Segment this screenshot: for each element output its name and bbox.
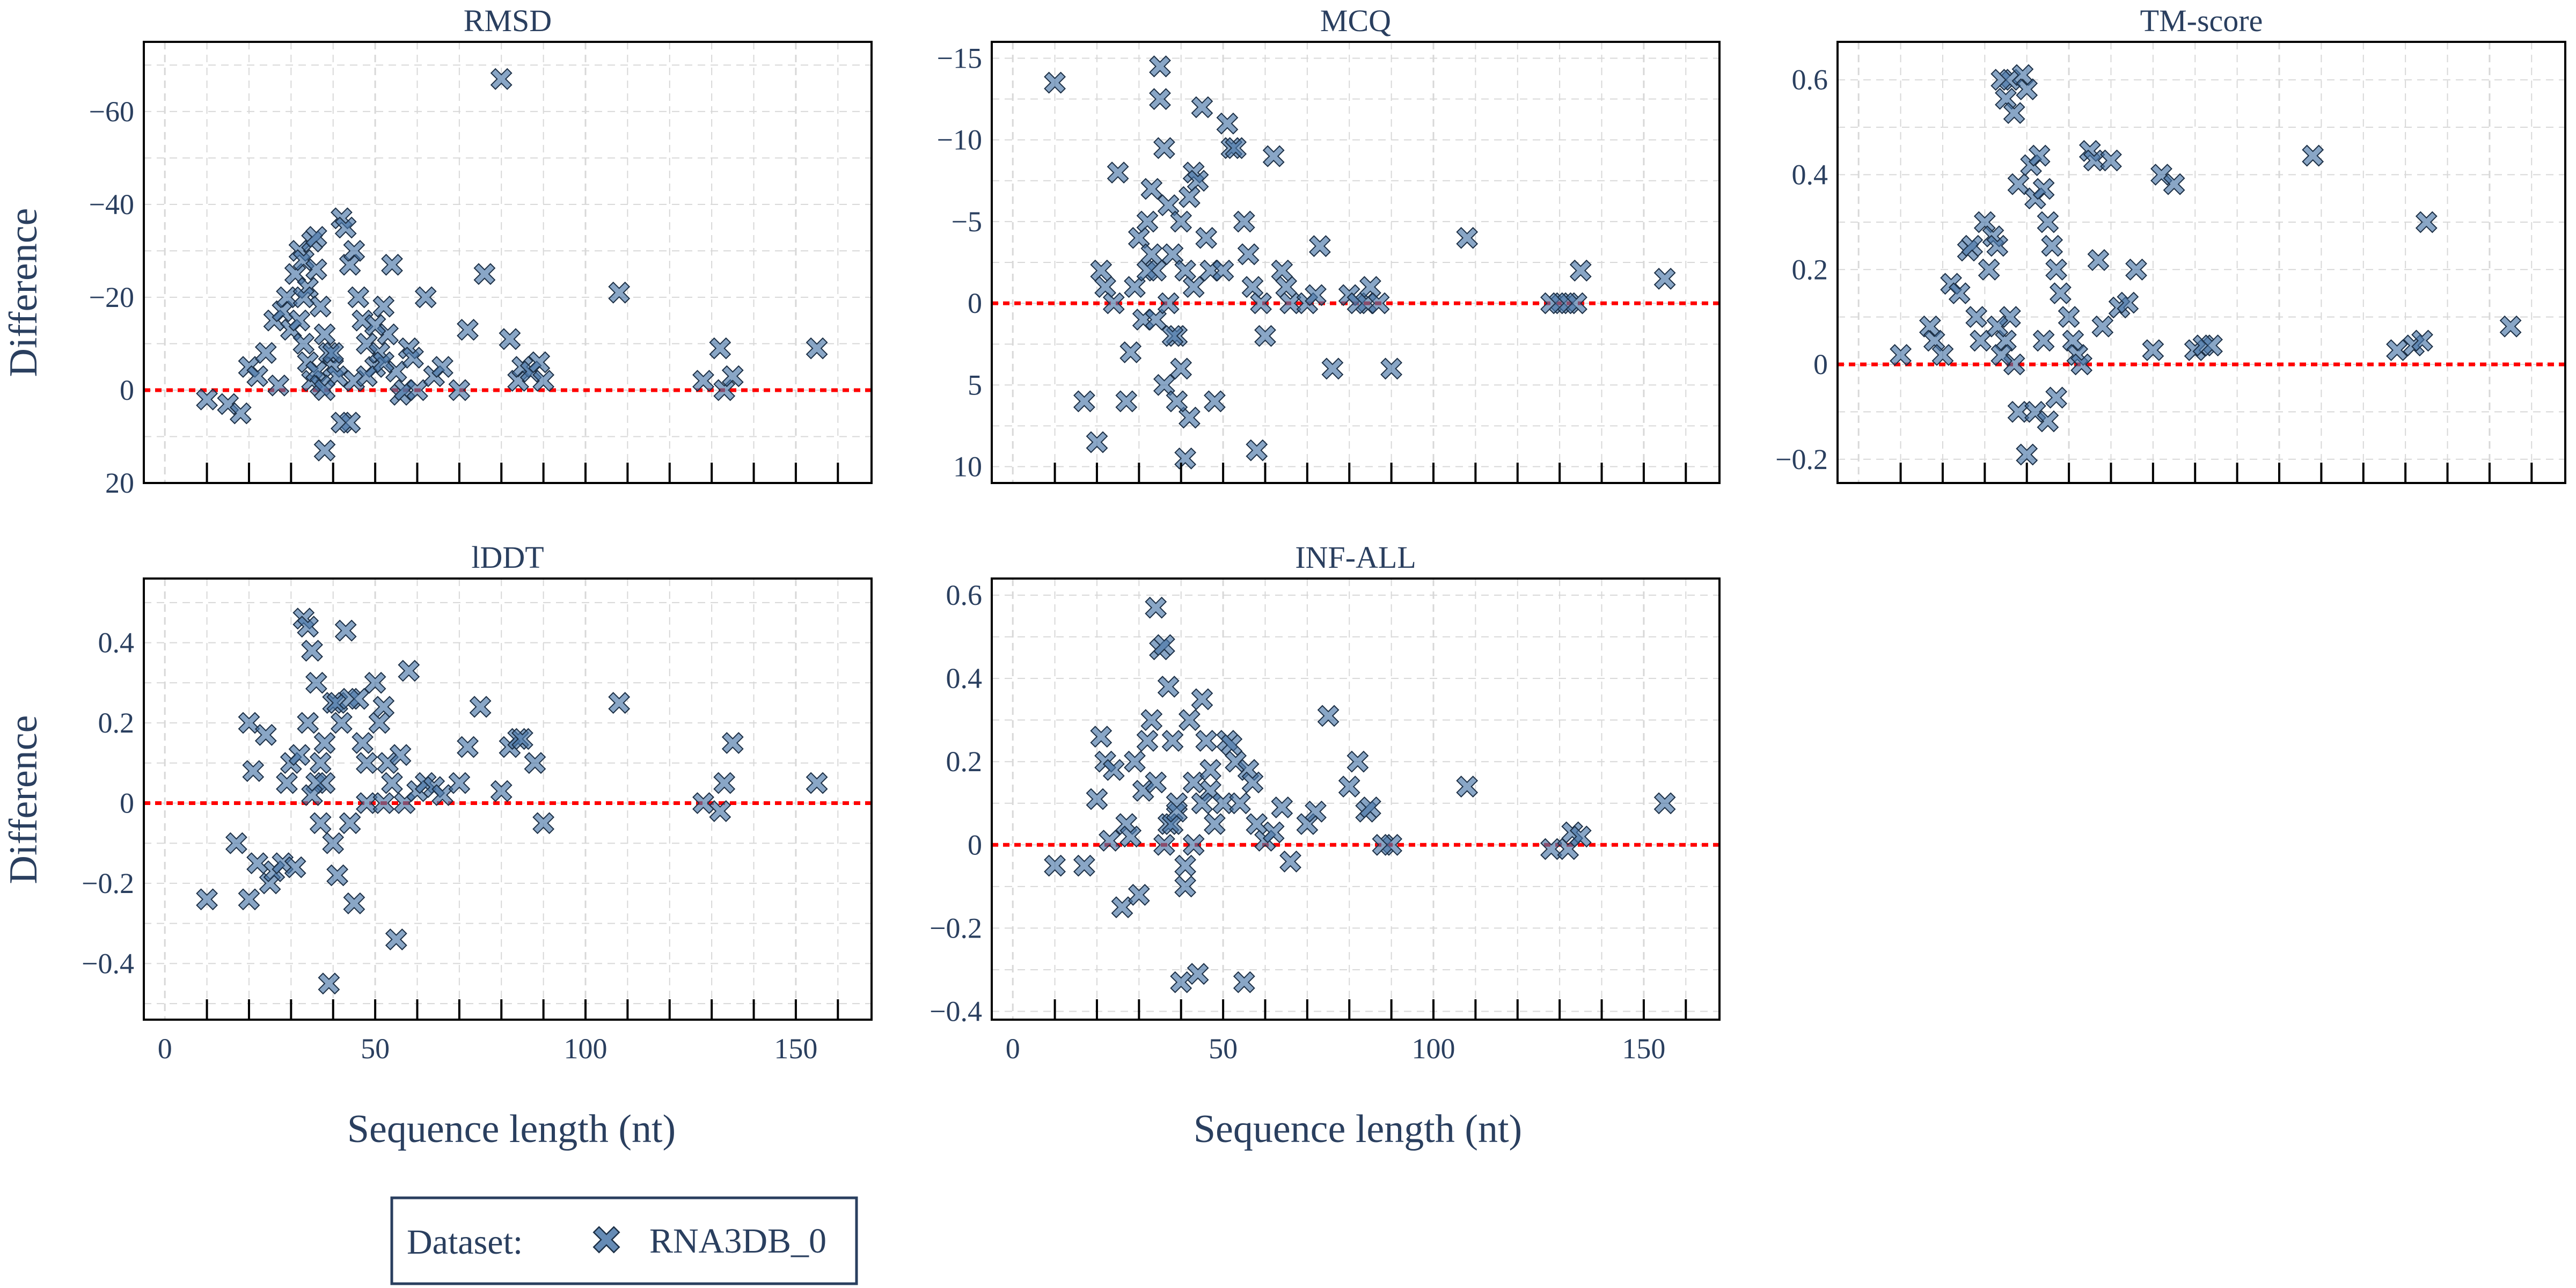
y-tick-label: −0.4 — [930, 995, 982, 1027]
x-axis-label-col1: Sequence length (nt) — [347, 1107, 676, 1151]
legend-entry-label: RNA3DB_0 — [649, 1221, 826, 1261]
subplot-title: lDDT — [471, 540, 544, 575]
y-tick-label: −0.2 — [1775, 443, 1828, 475]
y-tick-label: 0.4 — [1792, 158, 1828, 191]
y-tick-label: 0.2 — [1792, 253, 1828, 286]
plot-frame — [143, 577, 873, 1021]
x-tick-label: 150 — [1622, 1033, 1665, 1065]
y-tick-label: 0.6 — [1792, 64, 1828, 96]
subplot-0: −60 −40 −20 0 20 RMSD — [89, 3, 873, 499]
y-axis-label-row1: Difference — [2, 208, 46, 377]
y-tick-label: −0.2 — [82, 867, 134, 899]
plot-frame — [143, 41, 873, 484]
subplot-1: −15 −10 −5 0 5 10 MCQ — [937, 3, 1721, 484]
plot-frame — [1836, 41, 2566, 484]
y-tick-label: 0.4 — [946, 662, 983, 694]
legend-box — [390, 1196, 858, 1285]
y-tick-label: −10 — [937, 124, 982, 156]
subplot-title: INF-ALL — [1295, 540, 1416, 575]
y-axis-label-row2: Difference — [2, 715, 46, 884]
y-tick-label: 5 — [968, 369, 982, 401]
y-tick-label: −20 — [89, 281, 134, 313]
x-tick-label: 50 — [361, 1033, 390, 1065]
subplot-2: −0.2 0 0.2 0.4 0.6 TM-score — [1775, 3, 2566, 484]
y-tick-label: 0.6 — [946, 579, 983, 611]
plot-frame — [991, 41, 1721, 484]
y-tick-label: −15 — [937, 42, 982, 74]
subplot-title: RMSD — [464, 3, 552, 38]
y-tick-label: 0.2 — [98, 707, 135, 739]
subplot-3: 0 50 100 150 −0.4 −0.2 0 0.2 0.4 lDDT — [82, 540, 873, 1065]
y-tick-label: 0.2 — [946, 745, 983, 778]
y-tick-label: 0 — [120, 374, 134, 406]
y-tick-label: −40 — [89, 188, 134, 221]
x-tick-label: 100 — [564, 1033, 608, 1065]
y-tick-label: 0 — [1813, 348, 1828, 380]
y-tick-label: 0 — [968, 829, 982, 861]
plot-frame — [991, 577, 1721, 1021]
legend: Dataset: RNA3DB_0 — [390, 1196, 858, 1285]
x-tick-label: 50 — [1209, 1033, 1238, 1065]
y-tick-label: −0.2 — [930, 912, 982, 944]
x-tick-label: 100 — [1412, 1033, 1455, 1065]
subplot-title: TM-score — [2140, 3, 2263, 38]
y-tick-label: −60 — [89, 96, 134, 128]
y-tick-label: 20 — [105, 467, 134, 499]
x-tick-label: 150 — [774, 1033, 817, 1065]
legend-title: Dataset: — [407, 1223, 523, 1262]
x-axis-label-col2: Sequence length (nt) — [1194, 1107, 1522, 1151]
subplot-title: MCQ — [1320, 3, 1391, 38]
y-tick-label: 0.4 — [98, 627, 135, 659]
subplot-4: 0 50 100 150 −0.4 −0.2 0 0.2 0.4 0.6 INF-ALL — [930, 540, 1721, 1065]
y-tick-label: 0 — [120, 787, 134, 819]
plot-area — [992, 579, 1719, 1020]
x-tick-label: 0 — [158, 1033, 172, 1065]
plot-area — [1838, 42, 2565, 483]
y-tick-label: −0.4 — [82, 947, 134, 979]
y-tick-label: 0 — [968, 287, 982, 319]
y-tick-label: −5 — [952, 206, 982, 238]
x-tick-label: 0 — [1006, 1033, 1020, 1065]
plot-area — [144, 42, 872, 483]
y-tick-label: 10 — [953, 451, 982, 483]
